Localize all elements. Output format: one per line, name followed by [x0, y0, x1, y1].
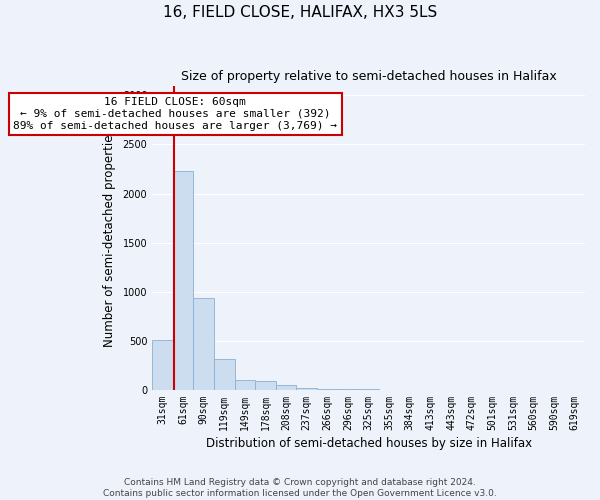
- Text: 16 FIELD CLOSE: 60sqm
← 9% of semi-detached houses are smaller (392)
89% of semi: 16 FIELD CLOSE: 60sqm ← 9% of semi-detac…: [13, 98, 337, 130]
- Bar: [255, 381, 276, 390]
- Bar: [317, 389, 338, 390]
- Bar: [276, 385, 296, 390]
- Title: Size of property relative to semi-detached houses in Halifax: Size of property relative to semi-detach…: [181, 70, 556, 83]
- Bar: [193, 298, 214, 390]
- Bar: [338, 389, 358, 390]
- Bar: [296, 388, 317, 390]
- Bar: [235, 380, 255, 390]
- Bar: [214, 358, 235, 390]
- Text: Contains HM Land Registry data © Crown copyright and database right 2024.
Contai: Contains HM Land Registry data © Crown c…: [103, 478, 497, 498]
- Text: 16, FIELD CLOSE, HALIFAX, HX3 5LS: 16, FIELD CLOSE, HALIFAX, HX3 5LS: [163, 5, 437, 20]
- Y-axis label: Number of semi-detached properties: Number of semi-detached properties: [103, 128, 116, 347]
- Bar: [152, 340, 173, 390]
- Bar: [173, 171, 193, 390]
- X-axis label: Distribution of semi-detached houses by size in Halifax: Distribution of semi-detached houses by …: [206, 437, 532, 450]
